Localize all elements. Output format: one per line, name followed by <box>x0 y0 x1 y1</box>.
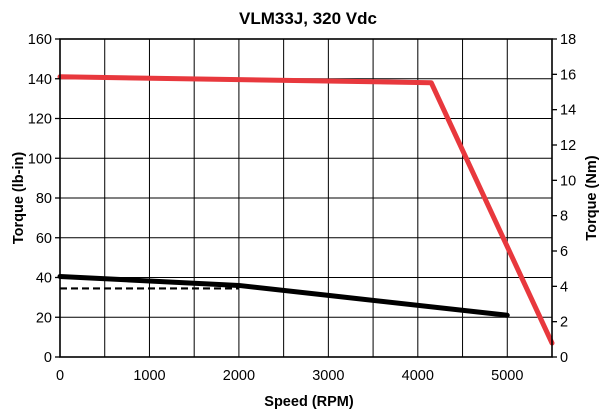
y-tick-label-right: 8 <box>560 209 568 225</box>
y-tick-label-right: 16 <box>560 67 576 83</box>
y-tick-label-right: 2 <box>560 315 568 331</box>
tick-labels: 0 1000 2000 3000 4000 50000204060801001201401… <box>28 32 576 384</box>
y-tick-label-left: 100 <box>28 151 52 167</box>
y-tick-label-left: 140 <box>28 72 52 88</box>
y-tick-label-left: 160 <box>28 32 52 48</box>
series-line-2 <box>57 274 510 318</box>
y-tick-label-right: 10 <box>560 173 576 189</box>
y-tick-label-right: 6 <box>560 244 568 260</box>
x-tick-label: 0 <box>56 368 64 384</box>
y-tick-label-right: 4 <box>560 279 568 295</box>
y-tick-label-right: 18 <box>560 32 576 48</box>
chart-title: VLM33J, 320 Vdc <box>239 9 377 28</box>
x-tick-label: 3000 <box>312 368 344 384</box>
y-tick-label-left: 60 <box>36 231 52 247</box>
series-layer <box>57 74 555 346</box>
y-tick-label-right: 0 <box>560 350 568 366</box>
y-axis-label-right: Torque (Nm) <box>584 155 600 240</box>
y-tick-label-right: 14 <box>560 103 576 119</box>
x-tick-label: 4000 <box>402 368 434 384</box>
y-tick-label-left: 40 <box>36 271 52 287</box>
y-axis-label-left: Torque (lb-in) <box>11 152 27 245</box>
series-line-1 <box>57 74 555 346</box>
y-tick-label-left: 120 <box>28 112 52 128</box>
x-tick-label: 1000 <box>133 368 165 384</box>
x-tick-label: 2000 <box>223 368 255 384</box>
y-tick-label-left: 80 <box>36 191 52 207</box>
x-tick-label: 5000 <box>491 368 523 384</box>
x-axis-label: Speed (RPM) <box>264 394 354 410</box>
y-tick-label-left: 0 <box>44 350 52 366</box>
y-tick-label-right: 12 <box>560 138 576 154</box>
y-tick-label-left: 20 <box>36 310 52 326</box>
grid <box>60 39 552 357</box>
